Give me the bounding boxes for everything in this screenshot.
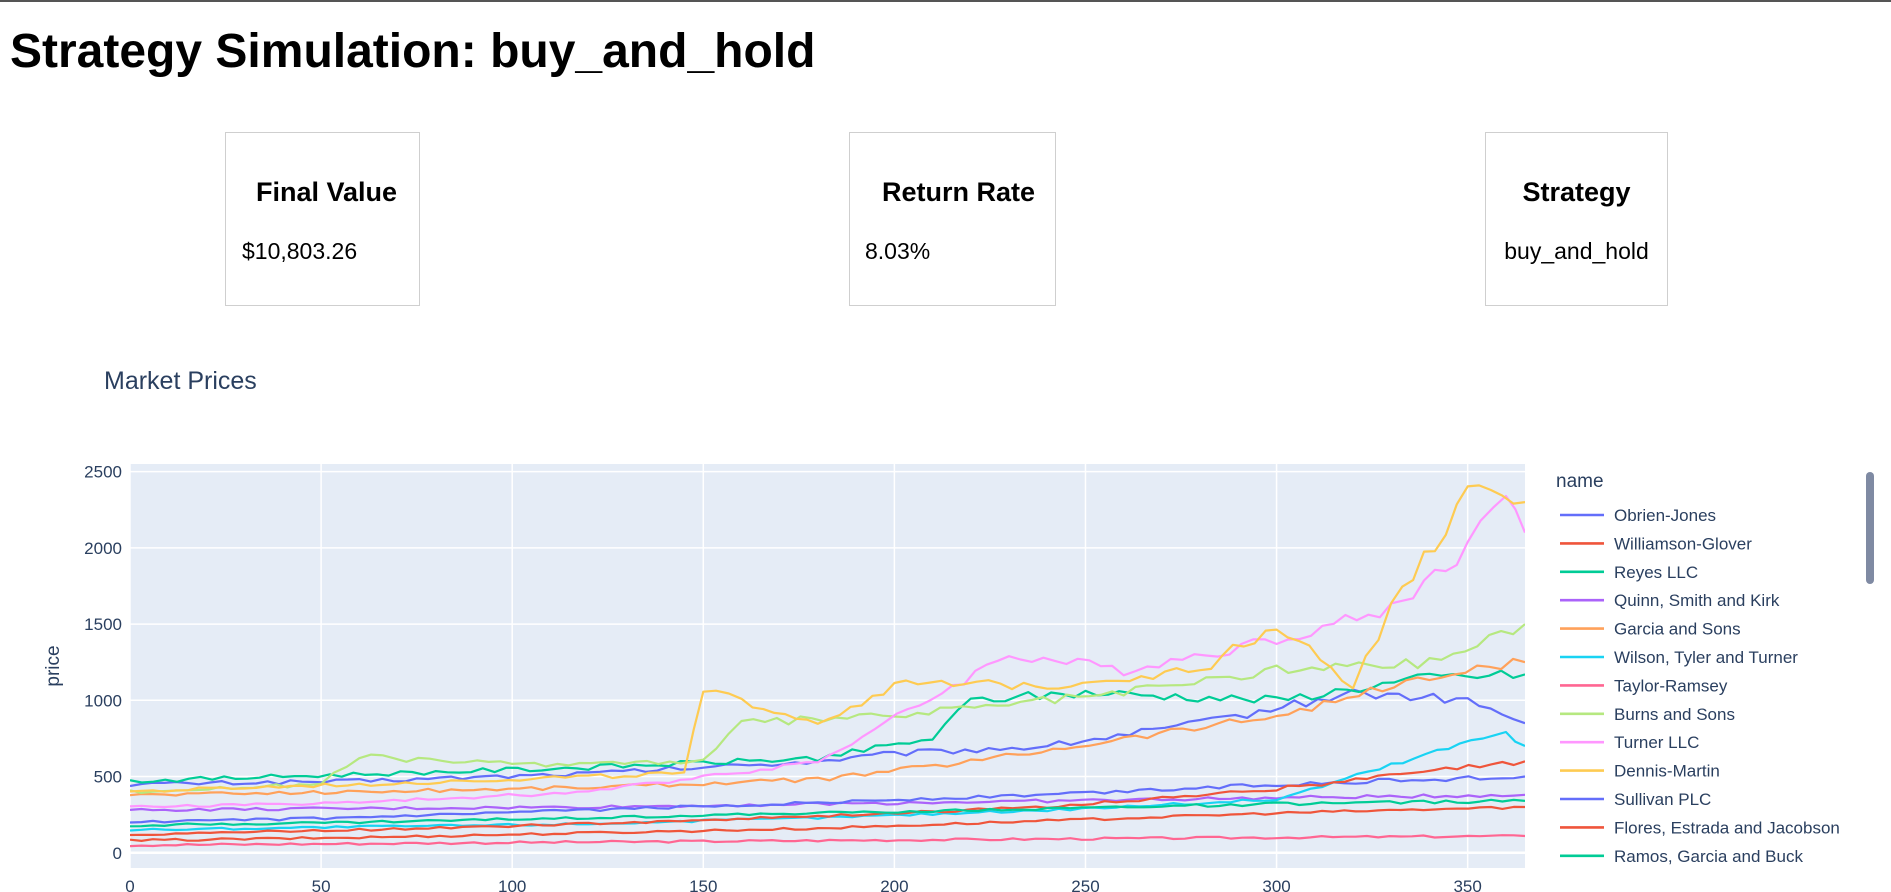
legend-label: Ramos, Garcia and Buck [1614,847,1803,866]
legend-label: Williamson-Glover [1614,534,1752,553]
series-line[interactable] [130,760,1525,837]
x-tick-label: 250 [1071,877,1099,892]
legend-label: Turner LLC [1614,733,1699,752]
legend-item[interactable]: Wilson, Tyler and Turner [1560,648,1798,667]
legend-item[interactable]: Burns and Sons [1560,705,1735,724]
x-tick-label: 50 [312,877,331,892]
legend-item[interactable]: Garcia and Sons [1560,620,1741,639]
y-tick-label: 2000 [84,539,122,558]
card-value: 8.03% [865,238,931,264]
card-label: Final Value [256,177,398,207]
plot-area[interactable] [130,464,1525,868]
page-title: Strategy Simulation: buy_and_hold [10,25,816,78]
chart-title: Market Prices [104,367,257,395]
legend-item[interactable]: Sullivan PLC [1560,790,1711,809]
series-line[interactable] [130,805,1525,842]
legend-label: Sullivan PLC [1614,790,1711,809]
series-line[interactable] [130,657,1525,797]
legend-item[interactable]: Obrien-Jones [1560,506,1716,525]
x-tick-label: 0 [125,877,134,892]
legend-label: Taylor-Ramsey [1614,676,1728,695]
x-tick-label: 200 [880,877,908,892]
x-tick-label: 350 [1453,877,1481,892]
x-tick-label: 300 [1262,877,1290,892]
legend-label: Quinn, Smith and Kirk [1614,591,1780,610]
legend-item[interactable]: Williamson-Glover [1560,534,1752,553]
series-line[interactable] [130,793,1525,812]
series-line[interactable] [130,688,1525,788]
legend-item[interactable]: Ramos, Garcia and Buck [1560,847,1803,866]
card-value: $10,803.26 [242,238,358,264]
legend-scrollbar[interactable] [1866,472,1874,584]
legend-item[interactable]: Quinn, Smith and Kirk [1560,591,1780,610]
x-tick-label: 100 [498,877,526,892]
final-value-card: Final Value $10,803.26 [225,132,420,306]
series-group [130,484,1525,848]
card-label: Strategy [1522,177,1631,207]
series-line[interactable] [130,484,1525,793]
legend-label: Burns and Sons [1614,705,1735,724]
legend-label: Dennis-Martin [1614,762,1720,781]
series-line[interactable] [130,798,1525,828]
y-tick-label: 0 [113,844,122,863]
legend-label: Reyes LLC [1614,563,1698,582]
legend-label: Obrien-Jones [1614,506,1716,525]
legend-item[interactable]: Reyes LLC [1560,563,1698,582]
y-tick-label: 1000 [84,691,122,710]
y-tick-label: 1500 [84,615,122,634]
series-line[interactable] [130,834,1525,848]
x-tick-label: 150 [689,877,717,892]
legend-item[interactable]: Taylor-Ramsey [1560,676,1728,695]
y-tick-label: 2500 [84,463,122,482]
y-axis-label: price [43,645,64,686]
return-rate-card: Return Rate 8.03% [849,132,1056,306]
legend-item[interactable]: Dennis-Martin [1560,762,1720,781]
card-label: Return Rate [882,177,1036,207]
legend-item[interactable]: Flores, Estrada and Jacobson [1560,818,1840,837]
legend-title: name [1556,471,1604,492]
legend-label: Garcia and Sons [1614,620,1741,639]
y-tick-label: 500 [94,768,122,787]
legend-label: Wilson, Tyler and Turner [1614,648,1798,667]
card-value: buy_and_hold [1504,238,1649,264]
legend-item[interactable]: Turner LLC [1560,733,1699,752]
legend-label: Flores, Estrada and Jacobson [1614,818,1840,837]
strategy-card: Strategy buy_and_hold [1485,132,1668,306]
